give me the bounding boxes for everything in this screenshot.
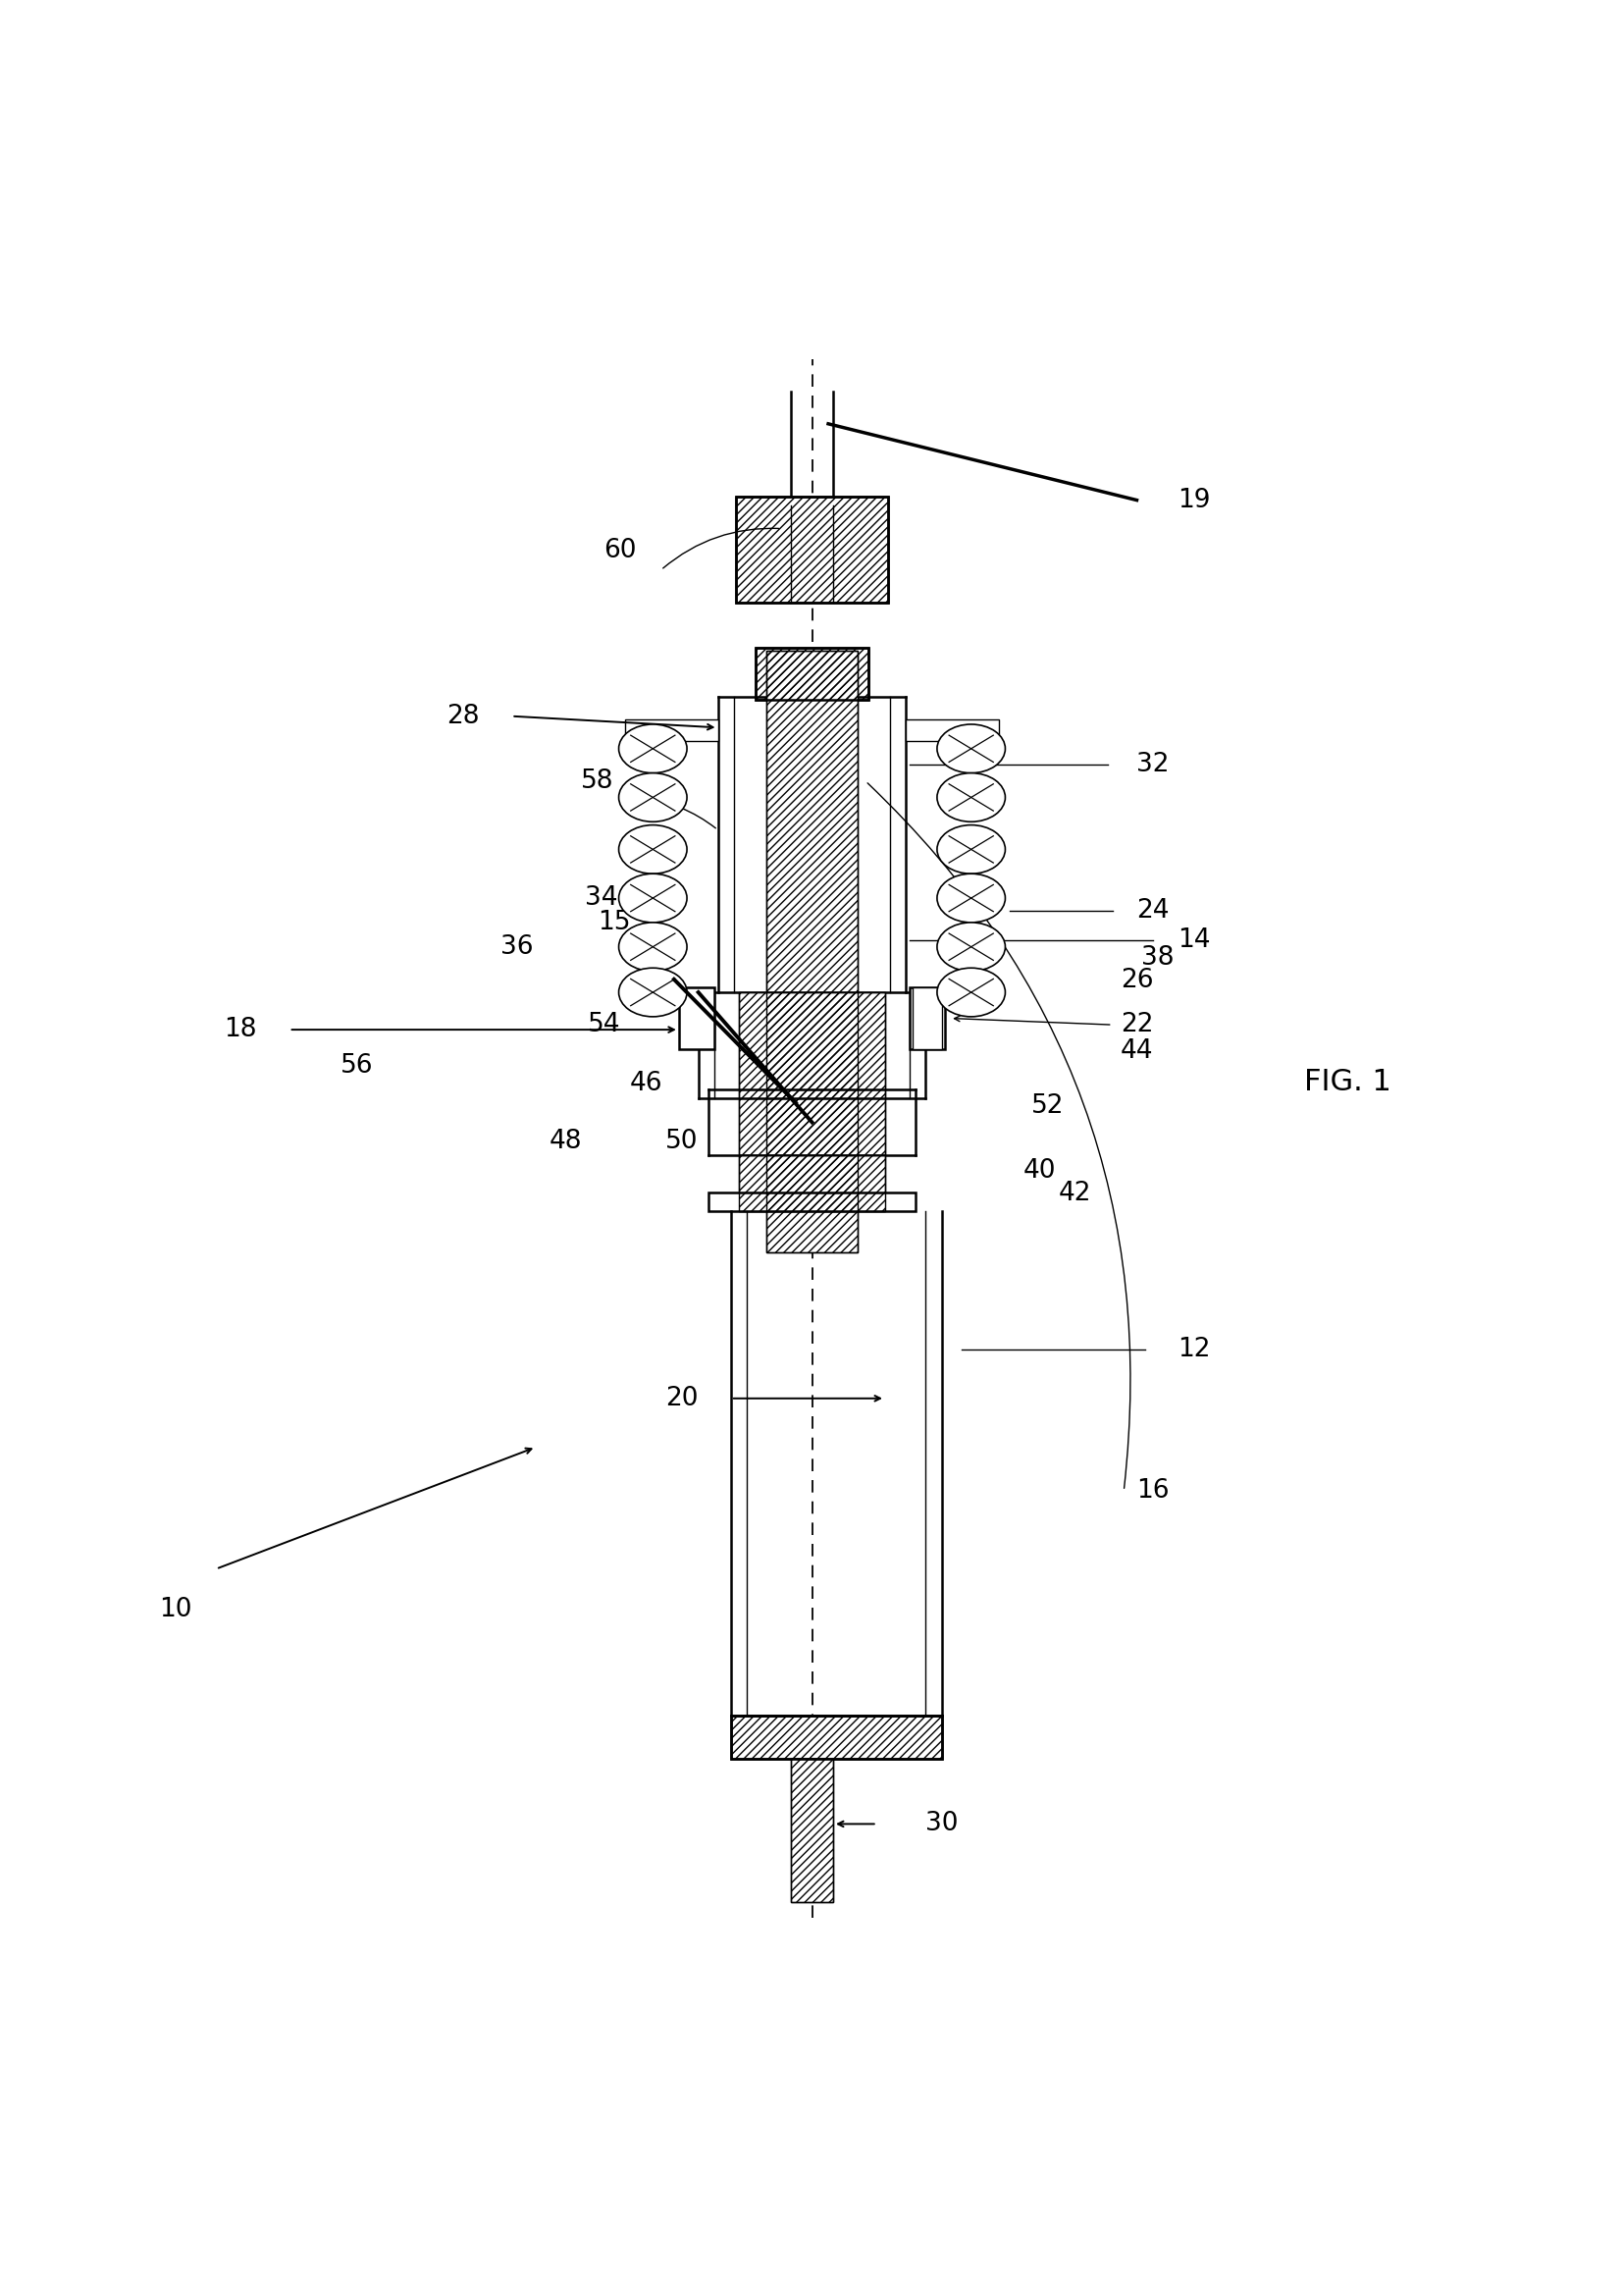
Text: 54: 54: [588, 1011, 620, 1038]
Bar: [679, 988, 715, 1050]
Ellipse shape: [619, 922, 687, 972]
Text: 16: 16: [1137, 1478, 1169, 1503]
Text: 40: 40: [1023, 1159, 1056, 1184]
Text: 20: 20: [666, 1387, 698, 1412]
Text: 12: 12: [1177, 1337, 1210, 1362]
Ellipse shape: [937, 874, 1005, 922]
Ellipse shape: [619, 874, 687, 922]
Bar: [731, 1715, 942, 1760]
Bar: [767, 651, 857, 1252]
Bar: [755, 649, 869, 699]
Ellipse shape: [937, 824, 1005, 874]
Bar: [906, 720, 999, 740]
Text: 22: 22: [1121, 1011, 1153, 1038]
Text: 50: 50: [666, 1129, 698, 1154]
Text: 56: 56: [341, 1052, 374, 1079]
Text: 18: 18: [224, 1018, 257, 1043]
Text: FIG. 1: FIG. 1: [1304, 1068, 1392, 1095]
Text: 28: 28: [447, 704, 479, 729]
Bar: [731, 1715, 942, 1760]
Text: 58: 58: [581, 767, 614, 795]
Bar: [791, 1760, 833, 1901]
Bar: [736, 496, 888, 603]
Text: 10: 10: [159, 1596, 192, 1621]
Ellipse shape: [619, 724, 687, 772]
Ellipse shape: [619, 968, 687, 1016]
Bar: [625, 720, 718, 740]
Text: 14: 14: [1177, 927, 1210, 954]
Text: 19: 19: [1177, 487, 1210, 512]
Ellipse shape: [937, 968, 1005, 1016]
Text: 60: 60: [604, 537, 637, 562]
Bar: [739, 993, 885, 1154]
Text: 32: 32: [1137, 751, 1169, 779]
Bar: [739, 993, 885, 1154]
Ellipse shape: [937, 922, 1005, 972]
Bar: [767, 651, 857, 1252]
Text: 24: 24: [1137, 899, 1169, 924]
Bar: [755, 649, 869, 699]
Text: 15: 15: [598, 911, 630, 936]
Ellipse shape: [619, 772, 687, 822]
Bar: [909, 988, 945, 1050]
Text: 44: 44: [1121, 1038, 1153, 1063]
Text: 36: 36: [500, 934, 533, 959]
Text: 48: 48: [549, 1129, 581, 1154]
Bar: [708, 1193, 916, 1211]
Bar: [913, 988, 942, 1050]
Text: 46: 46: [630, 1070, 663, 1095]
Bar: [739, 1154, 885, 1211]
Text: 38: 38: [1142, 945, 1174, 970]
Text: 17: 17: [637, 931, 669, 956]
Text: 30: 30: [926, 1810, 958, 1838]
Text: 34: 34: [585, 886, 617, 911]
Bar: [739, 1154, 885, 1211]
Text: 42: 42: [1059, 1182, 1091, 1207]
Bar: [736, 496, 888, 603]
Ellipse shape: [619, 824, 687, 874]
Ellipse shape: [937, 724, 1005, 772]
Text: 26: 26: [1121, 968, 1153, 993]
Bar: [791, 1760, 833, 1901]
Text: 52: 52: [1031, 1093, 1064, 1118]
Ellipse shape: [937, 772, 1005, 822]
